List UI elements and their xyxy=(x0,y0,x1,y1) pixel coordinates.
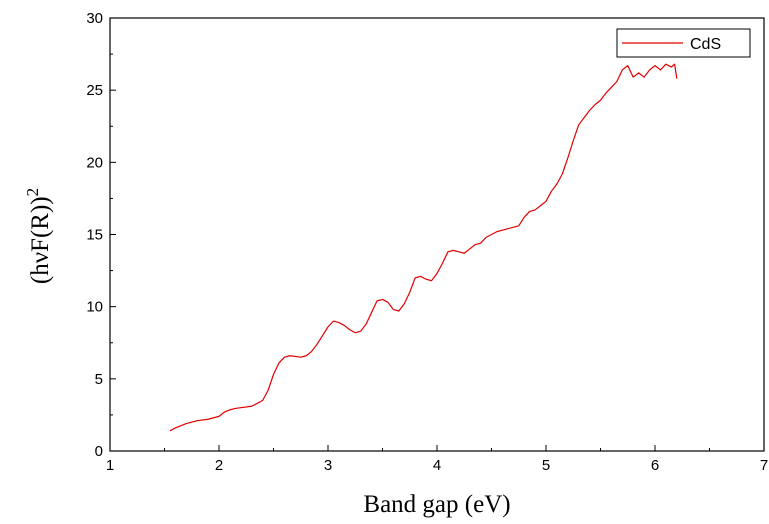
y-tick-label: 15 xyxy=(86,227,103,244)
y-axis-title: (hνF(R))2 xyxy=(23,188,54,284)
x-tick-label: 6 xyxy=(651,457,659,474)
y-tick-label: 25 xyxy=(86,82,103,99)
y-tick-label: 5 xyxy=(95,371,103,388)
y-tick-label: 30 xyxy=(86,10,103,27)
x-tick-label: 1 xyxy=(106,457,114,474)
x-tick-label: 3 xyxy=(324,457,332,474)
y-tick-label: 0 xyxy=(95,443,103,460)
plot-frame xyxy=(109,17,765,452)
axis-ticks: 1 2 3 4 5 6 7 0 5 10 15 20 25 30 xyxy=(86,10,768,474)
y-tick-label: 10 xyxy=(86,299,103,316)
x-tick-label: 4 xyxy=(433,457,441,474)
y-axis-title-main: (hνF(R)) xyxy=(27,196,54,284)
y-axis-title-superscript: 2 xyxy=(23,188,42,197)
legend-label-cds: CdS xyxy=(690,36,721,53)
x-tick-label: 7 xyxy=(760,457,768,474)
x-tick-label: 5 xyxy=(542,457,550,474)
legend: CdS xyxy=(616,28,751,58)
x-axis-title: Band gap (eV) xyxy=(363,491,510,518)
series-line-cds xyxy=(169,63,678,432)
plot-area xyxy=(109,17,765,452)
y-tick-label: 20 xyxy=(86,154,103,171)
x-tick-label: 2 xyxy=(215,457,223,474)
